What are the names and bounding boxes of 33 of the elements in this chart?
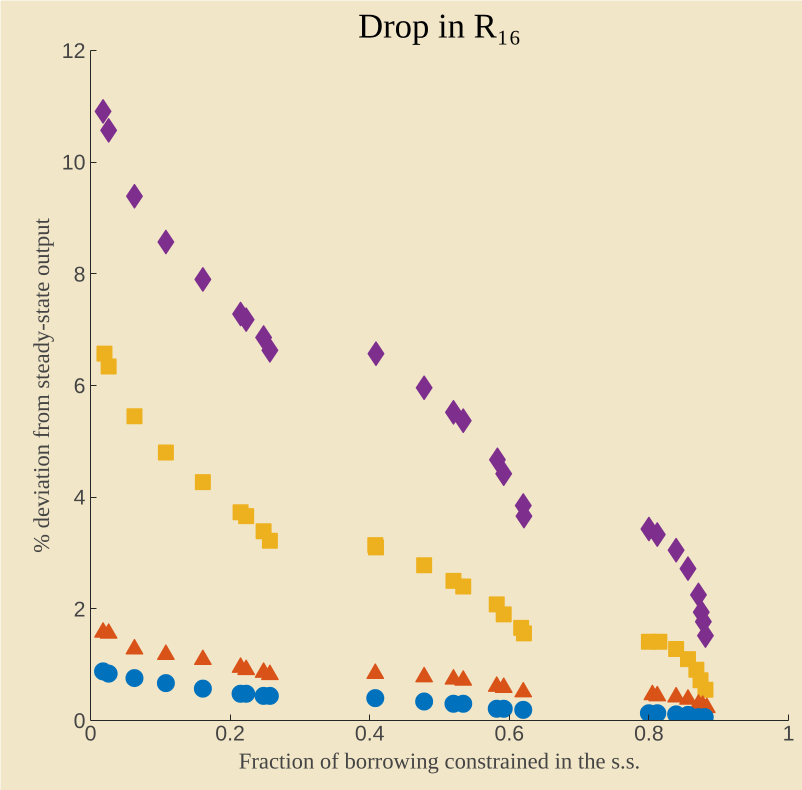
x-tick-label: 0.2 [215,722,245,746]
point [697,682,714,698]
point [262,532,278,549]
y-tick-label: 10 [62,150,86,175]
point [158,444,174,460]
point [126,408,142,424]
point [516,625,532,642]
point [415,692,434,710]
point [194,474,211,490]
point [496,606,512,622]
x-tick-label: 0.8 [634,722,664,746]
y-tick-label: 4 [74,486,86,510]
chart-title: Drop in R₁₆ [358,8,521,46]
point [514,700,532,719]
x-tick-label: 0.4 [354,722,385,746]
point [100,358,117,375]
x-axis-title: Fraction of borrowing constrained in the s.s. [238,748,640,774]
y-axis-title: % deviation from steady-state output [28,217,54,553]
point [194,680,212,698]
x-tick-label: 1 [782,722,794,746]
y-tick-label: 12 [62,39,86,63]
point [366,689,384,708]
point [238,508,254,524]
point [455,578,472,594]
point [651,634,668,650]
x-tick-label: 0.6 [494,722,524,746]
point [125,669,144,688]
point [668,641,684,658]
point [156,674,175,692]
y-tick-label: 6 [74,374,86,398]
point [416,557,432,574]
y-tick-label: 8 [74,262,86,286]
y-tick-label: 2 [74,597,86,622]
